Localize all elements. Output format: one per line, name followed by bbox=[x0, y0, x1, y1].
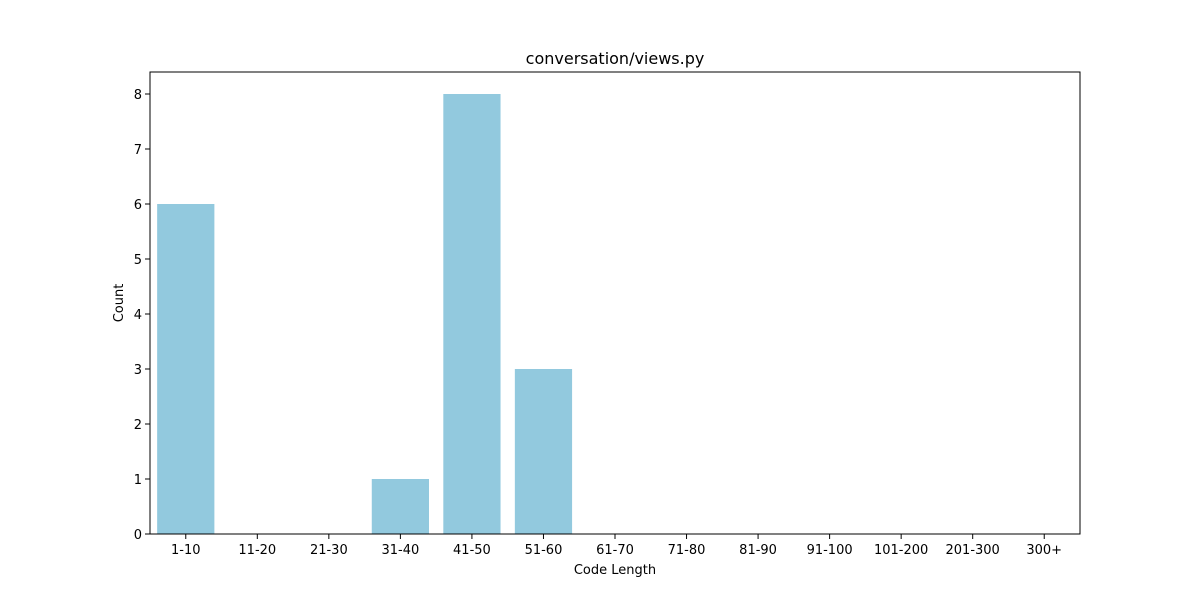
x-tick-label: 91-100 bbox=[807, 543, 853, 558]
y-tick-label: 7 bbox=[134, 143, 142, 158]
bar-31-40 bbox=[371, 479, 429, 534]
y-tick-label: 6 bbox=[134, 198, 142, 213]
bar-51-60 bbox=[514, 369, 573, 534]
x-tick-label: 71-80 bbox=[668, 543, 706, 558]
y-tick-label: 0 bbox=[134, 528, 142, 543]
chart-title: conversation/views.py bbox=[526, 49, 705, 68]
bars-group bbox=[157, 94, 573, 534]
x-tick-label: 51-60 bbox=[525, 543, 563, 558]
bar-1-10 bbox=[157, 204, 215, 534]
y-axis-label: Count bbox=[112, 284, 127, 323]
x-tick-label: 300+ bbox=[1026, 543, 1062, 558]
plot-frame bbox=[149, 71, 1081, 535]
x-tick-label: 1-10 bbox=[171, 543, 201, 558]
y-tick-label: 8 bbox=[134, 88, 142, 103]
x-tick-label: 41-50 bbox=[453, 543, 491, 558]
y-tick-label: 4 bbox=[134, 308, 142, 323]
x-tick-label: 101-200 bbox=[874, 543, 928, 558]
x-axis-ticks: 1-10 11-20 21-30 31-40 41-50 51-60 61-70 71-80 8… bbox=[171, 534, 1062, 558]
x-tick-label: 21-30 bbox=[310, 543, 348, 558]
x-tick-label: 81-90 bbox=[739, 543, 777, 558]
x-axis-label: Code Length bbox=[574, 563, 656, 578]
x-tick-label: 31-40 bbox=[381, 543, 419, 558]
x-tick-label: 11-20 bbox=[238, 543, 276, 558]
y-tick-label: 1 bbox=[134, 473, 142, 488]
x-tick-label: 61-70 bbox=[596, 543, 634, 558]
x-tick-label: 201-300 bbox=[946, 543, 1000, 558]
y-tick-label: 2 bbox=[134, 418, 142, 433]
y-tick-label: 5 bbox=[134, 253, 142, 268]
y-tick-label: 3 bbox=[134, 363, 142, 378]
bar-41-50 bbox=[443, 94, 501, 534]
y-axis-ticks: 0 1 2 3 4 5 6 7 8 bbox=[134, 88, 150, 543]
